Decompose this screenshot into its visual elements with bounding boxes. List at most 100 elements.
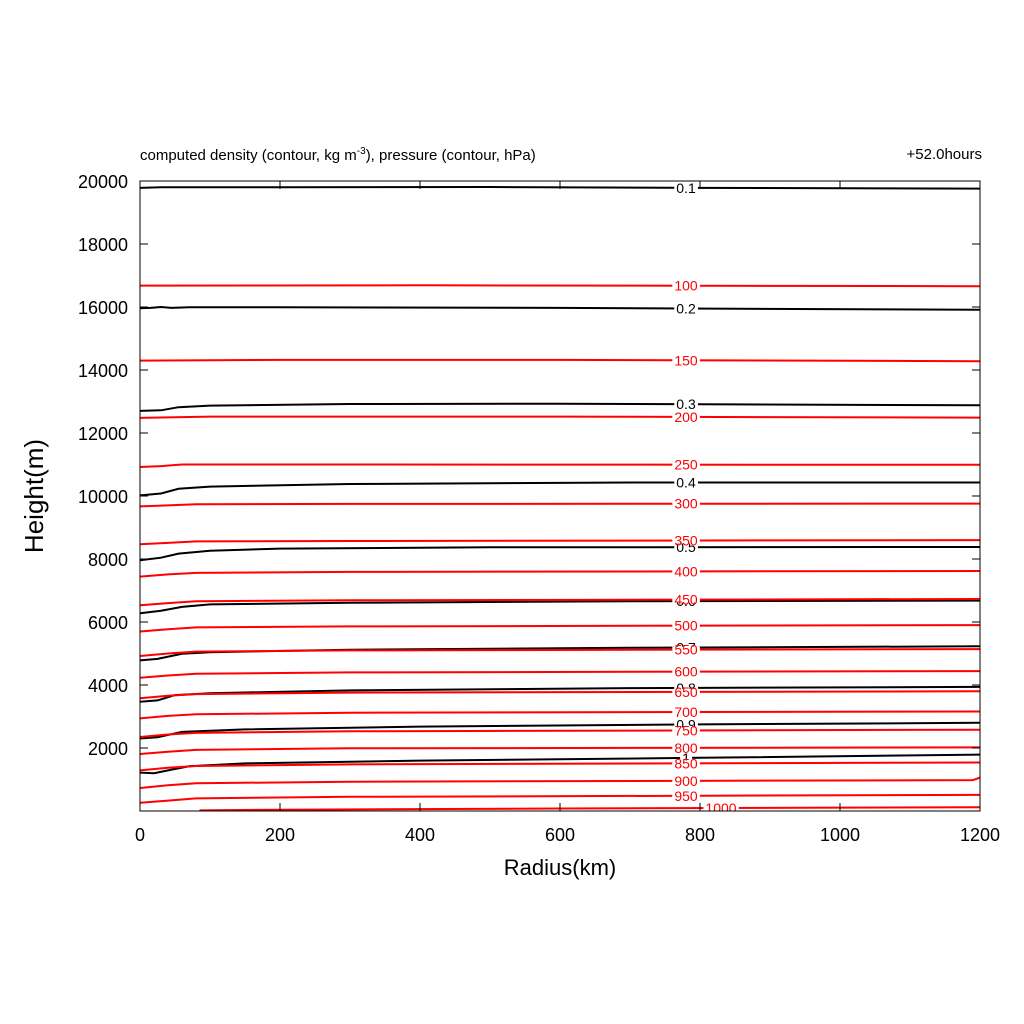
pressure-contour-label: 700 (674, 704, 698, 720)
y-tick-label: 16000 (78, 298, 128, 318)
pressure-contour-label: 450 (674, 592, 698, 608)
y-tick-label: 8000 (88, 550, 128, 570)
pressure-contour-600 (140, 670, 980, 679)
title-exponent: -3 (356, 146, 366, 157)
y-tick-label: 10000 (78, 487, 128, 507)
contour-label-gap (672, 688, 700, 695)
contour-label-gap (672, 646, 700, 653)
contour-label-gap (674, 544, 698, 551)
pressure-contour-label: 1000 (705, 800, 736, 816)
contour-label-gap (672, 568, 700, 575)
x-tick-label: 400 (405, 825, 435, 845)
contour-label-gap (672, 760, 700, 767)
pressure-contour-label: 850 (674, 755, 698, 771)
pressure-contour-850 (140, 761, 980, 772)
pressure-contour-label: 300 (674, 496, 698, 512)
pressure-contour-100 (140, 284, 980, 288)
density-contour-0.1 (140, 185, 980, 190)
pressure-contour-label: 150 (674, 352, 698, 368)
pressure-contour-label: 950 (674, 788, 698, 804)
contour-label-gap (674, 184, 698, 191)
pressure-contour-650 (140, 690, 980, 700)
contour-label-gap (674, 721, 698, 728)
density-contour-label: 0.3 (676, 396, 696, 412)
time-label: +52.0hours (906, 146, 982, 163)
contour-label-gap (674, 401, 698, 408)
contour-label-gap (672, 792, 700, 799)
pressure-contour-700 (140, 710, 980, 720)
chart-title: computed density (contour, kg m-3), pres… (140, 146, 536, 164)
contour-label-gap (672, 413, 700, 420)
contour-label-gap (672, 668, 700, 675)
y-tick-label: 12000 (78, 424, 128, 444)
contour-label-gap (672, 744, 700, 751)
y-tick-label: 2000 (88, 739, 128, 759)
contour-label-gap (672, 500, 700, 507)
contour-label-gap (672, 622, 700, 629)
density-contour-0.6 (140, 599, 980, 615)
x-axis-label: Radius(km) (504, 855, 616, 880)
x-tick-label: 1200 (960, 825, 1000, 845)
contour-label-gap (703, 804, 739, 811)
pressure-contour-label: 400 (674, 563, 698, 579)
density-contour-label: 0.1 (676, 180, 696, 196)
pressure-contour-1000 (199, 806, 980, 811)
density-contour-0.5 (140, 546, 980, 562)
contour-label-gap (674, 684, 698, 691)
contour-label-gap (672, 357, 700, 364)
density-contour-label: 1 (682, 750, 690, 766)
contour-label-gap (672, 777, 700, 784)
contour-lines: 0.10.20.30.40.50.60.70.80.91100150200250… (140, 180, 980, 816)
plot-border (139, 180, 981, 812)
contour-label-gap (674, 479, 698, 486)
plot-frame (139, 180, 981, 812)
pressure-contour-500 (140, 624, 980, 633)
x-tick-label: 1000 (820, 825, 860, 845)
pressure-contour-label: 250 (674, 457, 698, 473)
density-contour-0.2 (140, 305, 980, 311)
contour-label-gap (672, 596, 700, 603)
title-suffix: ), pressure (contour, hPa) (365, 147, 536, 164)
pressure-contour-250 (140, 463, 980, 468)
x-tick-label: 200 (265, 825, 295, 845)
density-contour-0.4 (140, 481, 980, 497)
pressure-contour-950 (140, 793, 980, 804)
pressure-contour-800 (140, 746, 980, 755)
pressure-contour-200 (140, 415, 980, 419)
pressure-contour-150 (140, 358, 980, 363)
y-tick-label: 18000 (78, 235, 128, 255)
x-tick-label: 800 (685, 825, 715, 845)
density-contour-0.9 (140, 721, 980, 740)
pressure-contour-900 (140, 776, 980, 789)
pressure-contour-550 (140, 648, 980, 657)
contour-label-gap (672, 282, 700, 289)
pressure-contour-750 (140, 728, 980, 738)
pressure-contour-label: 550 (674, 642, 698, 658)
y-tick-label: 6000 (88, 613, 128, 633)
density-contour-0.3 (140, 402, 980, 412)
contour-label-gap (674, 305, 698, 312)
contour-label-gap (672, 461, 700, 468)
pressure-contour-label: 750 (674, 722, 698, 738)
x-tick-label: 600 (545, 825, 575, 845)
contour-label-gap (672, 709, 700, 716)
density-contour-label: 0.4 (676, 474, 696, 490)
pressure-contour-label: 100 (674, 278, 698, 294)
y-axis-label: Height(m) (19, 439, 49, 553)
pressure-contour-400 (140, 570, 980, 578)
pressure-contour-label: 600 (674, 664, 698, 680)
contour-label-gap (672, 727, 700, 734)
pressure-contour-label: 900 (674, 773, 698, 789)
y-tick-label: 4000 (88, 676, 128, 696)
axes: 0 200 400 600 800 1000 12002000400060008000100… (78, 172, 1000, 845)
pressure-contour-450 (140, 598, 980, 607)
x-tick-label: 0 (135, 825, 145, 845)
pressure-contour-350 (140, 539, 980, 546)
pressure-contour-label: 800 (674, 740, 698, 756)
contour-label-gap (680, 754, 693, 761)
pressure-contour-300 (140, 502, 980, 508)
y-tick-label: 14000 (78, 361, 128, 381)
contour-label-gap (672, 537, 700, 544)
pressure-contour-label: 200 (674, 409, 698, 425)
y-tick-label: 20000 (78, 172, 128, 192)
